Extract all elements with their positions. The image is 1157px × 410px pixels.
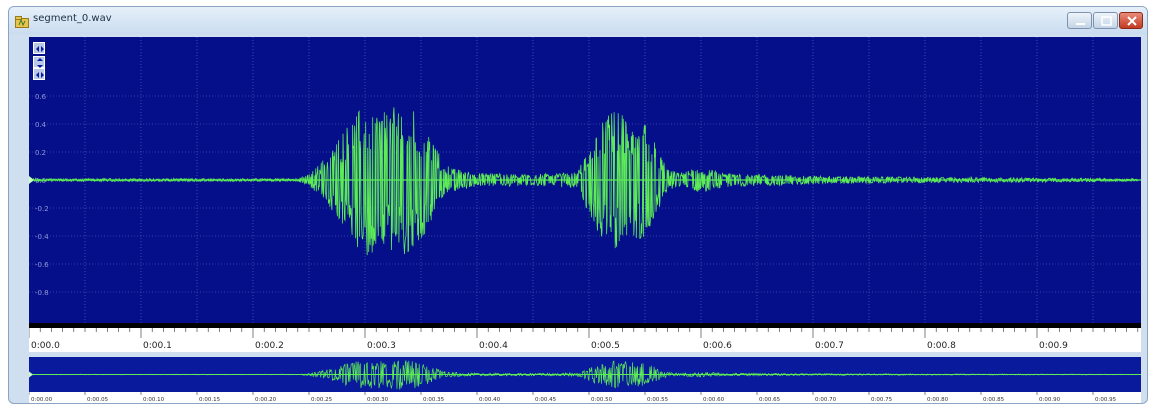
overview-time-label: 0:00.20 — [255, 397, 277, 403]
time-label: 0:00.9 — [1039, 341, 1068, 351]
time-label: 0:00.7 — [815, 341, 844, 351]
time-label: 0:00.4 — [479, 341, 508, 351]
overview-time-label: 0:00.55 — [647, 397, 669, 403]
overview-time-label: 0:00.60 — [703, 397, 725, 403]
overview-time-label: 0:00.45 — [535, 397, 557, 403]
time-label: 0:00.8 — [927, 341, 956, 351]
time-label: 0:00.0 — [31, 341, 60, 351]
timeline-strip — [29, 323, 1141, 328]
audio-file-icon — [15, 13, 29, 28]
overview-trace — [29, 360, 1139, 390]
time-ruler[interactable]: 0:00.0 0:00.1 0:00.2 0:00.3 0:00.4 0:00.5 0:00… — [29, 328, 1141, 352]
zoom-horizontal-button[interactable] — [33, 42, 45, 54]
zoom-vertical-button[interactable] — [33, 56, 45, 68]
overview-waveform[interactable] — [29, 357, 1141, 392]
overview-time-label: 0:00.95 — [1095, 397, 1117, 403]
overview-time-label: 0:00.00 — [31, 397, 53, 403]
close-button[interactable] — [1119, 12, 1143, 29]
overview-time-label: 0:00.65 — [759, 397, 781, 403]
amplitude-label: 0.4 — [35, 121, 47, 129]
overview-time-label: 0:00.80 — [927, 397, 949, 403]
playhead-marker-icon — [29, 176, 34, 184]
amplitude-label: -0.2 — [35, 205, 49, 213]
title-bar[interactable]: segment_0.wav — [9, 7, 1147, 34]
amplitude-label: -0.4 — [35, 233, 49, 241]
amplitude-label: -0.6 — [35, 261, 49, 269]
waveform-view[interactable]: 0.6 0.4 0.2 0.0 -0.2 -0.4 -0.6 -0.8 — [29, 37, 1141, 323]
overview-time-label: 0:00.05 — [87, 397, 109, 403]
overview-time-label: 0:00.15 — [199, 397, 221, 403]
overview-time-label: 0:00.30 — [367, 397, 389, 403]
overview-time-label: 0:00.75 — [871, 397, 893, 403]
overview-time-label: 0:00.25 — [311, 397, 333, 403]
amplitude-label: -0.8 — [35, 289, 49, 297]
audio-window: segment_0.wav 0.6 0.4 0.2 0.0 -0.2 -0.4 -0.6 -0… — [8, 6, 1148, 404]
time-label: 0:00.5 — [591, 341, 620, 351]
time-label: 0:00.6 — [703, 341, 732, 351]
minimize-button[interactable] — [1067, 12, 1092, 29]
overview-time-label: 0:00.90 — [1039, 397, 1061, 403]
overview-time-label: 0:00.85 — [983, 397, 1005, 403]
overview-marker-icon — [29, 371, 33, 378]
overview-time-label: 0:00.40 — [479, 397, 501, 403]
amplitude-label: 0.2 — [35, 149, 46, 157]
overview-time-ruler: 0:00.00 0:00.05 0:00.10 0:00.15 0:00.20 0:00.… — [29, 392, 1141, 403]
maximize-button[interactable] — [1093, 12, 1118, 29]
overview-time-label: 0:00.50 — [591, 397, 613, 403]
time-label: 0:00.3 — [367, 341, 396, 351]
window-title: segment_0.wav — [33, 13, 112, 24]
time-label: 0:00.1 — [143, 341, 172, 351]
overview-time-label: 0:00.10 — [143, 397, 165, 403]
time-label: 0:00.2 — [255, 341, 284, 351]
amplitude-label: 0.6 — [35, 93, 47, 101]
zoom-fit-button[interactable] — [33, 68, 45, 80]
overview-time-label: 0:00.70 — [815, 397, 837, 403]
overview-time-label: 0:00.35 — [423, 397, 445, 403]
waveform-trace — [29, 107, 1139, 256]
